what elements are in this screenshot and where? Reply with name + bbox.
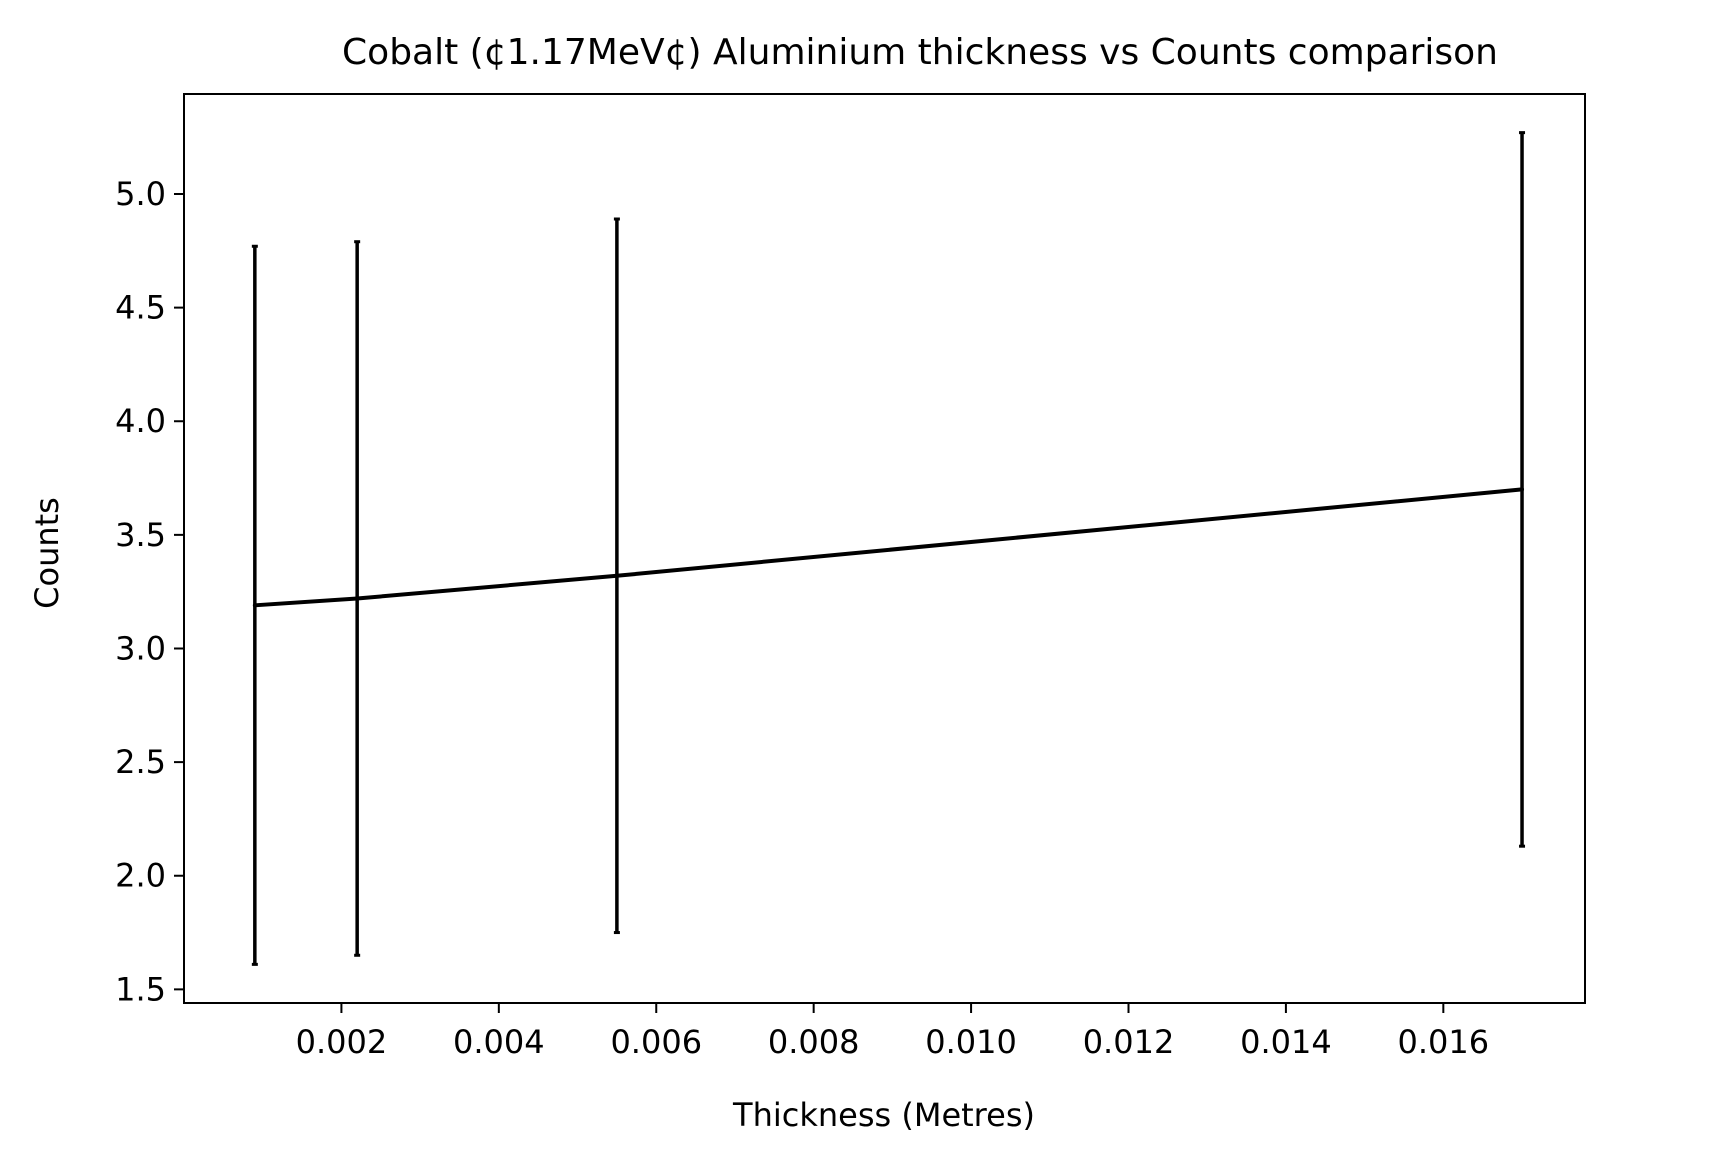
x-tick-label: 0.006 (610, 1023, 702, 1061)
y-tick-label: 1.5 (115, 970, 166, 1008)
x-tick-label: 0.014 (1240, 1023, 1332, 1061)
y-tick-label: 4.0 (115, 402, 166, 440)
data-point (1520, 487, 1525, 492)
chart-title: Cobalt (¢1.17MeV¢) Aluminium thickness v… (342, 32, 1498, 73)
data-point (252, 603, 257, 608)
data-point (355, 596, 360, 601)
x-tick-label: 0.012 (1083, 1023, 1175, 1061)
y-tick-label: 2.0 (115, 857, 166, 895)
x-axis-label: Thickness (Metres) (732, 1096, 1035, 1134)
y-tick-label: 2.5 (115, 743, 166, 781)
x-tick-label: 0.016 (1398, 1023, 1490, 1061)
plot-frame (183, 93, 1586, 1004)
y-tick-label: 4.5 (115, 289, 166, 327)
y-axis-label: Counts (28, 497, 66, 609)
x-tick-label: 0.004 (453, 1023, 545, 1061)
x-tick-label: 0.008 (768, 1023, 860, 1061)
y-tick-label: 5.0 (115, 175, 166, 213)
data-point (614, 573, 619, 578)
series-line (254, 487, 1523, 608)
y-tick-label: 3.5 (115, 516, 166, 554)
plot-area: 0.002 0.004 0.006 0.008 0.010 0.012 0.014 0.016… (115, 93, 1586, 1061)
x-tick-label: 0.010 (925, 1023, 1017, 1061)
y-tick-label: 3.0 (115, 629, 166, 667)
x-tick-label: 0.002 (296, 1023, 388, 1061)
